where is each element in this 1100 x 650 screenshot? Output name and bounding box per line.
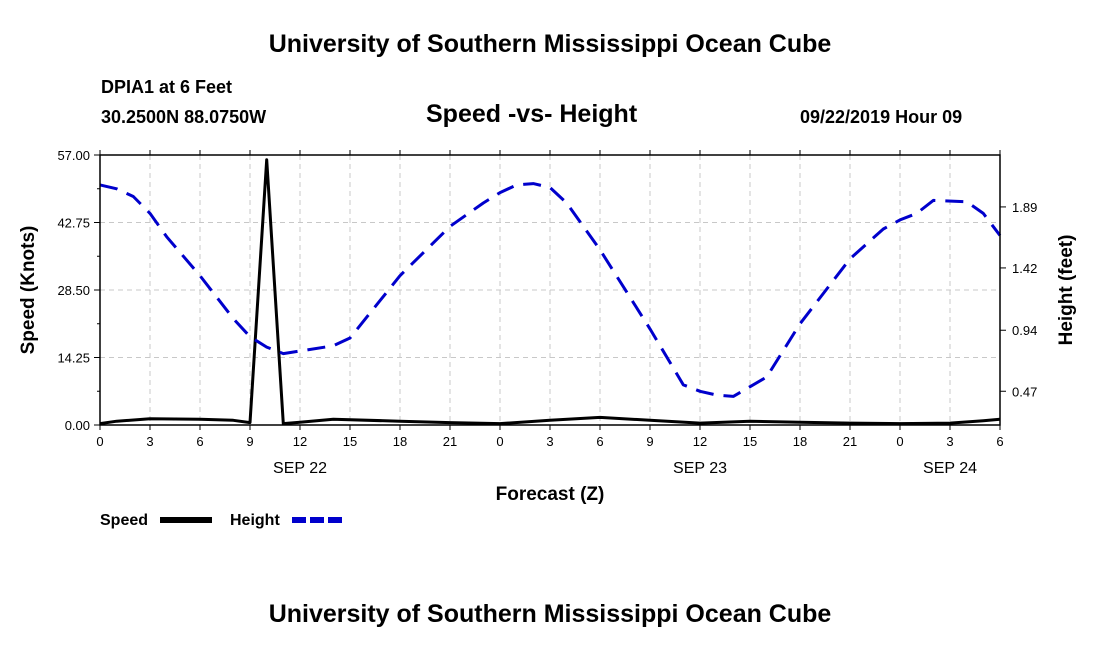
x-tick-label: 12 xyxy=(293,434,307,449)
y-left-tick-label: 42.75 xyxy=(57,216,90,231)
y-left-tick-label: 28.50 xyxy=(57,283,90,298)
y-right-tick-label: 1.42 xyxy=(1012,261,1037,276)
chart-grid xyxy=(100,155,1000,425)
series-line-height xyxy=(99,182,1002,398)
page-title: University of Southern Mississippi Ocean… xyxy=(268,30,832,58)
station-label: DPIA1 at 6 Feet xyxy=(101,77,233,97)
x-tick-label: 0 xyxy=(896,434,903,449)
y-left-tick-label: 14.25 xyxy=(57,351,90,366)
chart-axes: 0 3 6 9 12 15 18 21 0 3 6 9 12 15 18 21 0 3 6 SEP 22 SEP 23 S… xyxy=(57,148,1037,477)
coordinates-label: 30.2500N 88.0750W xyxy=(101,107,267,127)
x-date-label: SEP 22 xyxy=(273,460,327,477)
y-right-tick-label: 1.89 xyxy=(1012,200,1037,215)
x-tick-label: 0 xyxy=(96,434,103,449)
y-left-tick-label: 57.00 xyxy=(57,148,90,163)
x-tick-label: 6 xyxy=(196,434,203,449)
y-axis-right-label: Height (feet) xyxy=(1056,235,1077,346)
x-tick-label: 21 xyxy=(443,434,457,449)
footer-title: University of Southern Mississippi Ocean… xyxy=(268,600,832,628)
x-tick-label: 21 xyxy=(843,434,857,449)
y-axis-left-label: Speed (Knots) xyxy=(18,226,39,355)
x-date-label: SEP 23 xyxy=(673,460,727,477)
y-left-tick-label: 0.00 xyxy=(65,418,90,433)
x-tick-label: 3 xyxy=(546,434,553,449)
x-tick-label: 18 xyxy=(793,434,807,449)
y-right-tick-label: 0.47 xyxy=(1012,384,1037,399)
x-tick-label: 9 xyxy=(246,434,253,449)
x-tick-label: 6 xyxy=(596,434,603,449)
x-tick-label: 15 xyxy=(343,434,357,449)
legend-label-height: Height xyxy=(230,512,280,529)
x-tick-label: 12 xyxy=(693,434,707,449)
y-right-tick-label: 0.94 xyxy=(1012,323,1037,338)
x-tick-label: 9 xyxy=(646,434,653,449)
series-line-speed xyxy=(99,158,1001,426)
chart-title: Speed -vs- Height xyxy=(426,100,638,128)
x-tick-label: 3 xyxy=(146,434,153,449)
forecast-datetime: 09/22/2019 Hour 09 xyxy=(800,107,963,127)
legend-label-speed: Speed xyxy=(100,512,148,529)
x-axis-label: Forecast (Z) xyxy=(496,484,605,505)
x-tick-label: 15 xyxy=(743,434,757,449)
chart-series xyxy=(99,158,1002,426)
chart-legend: Speed Height xyxy=(100,512,342,529)
x-date-label: SEP 24 xyxy=(923,460,977,477)
x-tick-label: 3 xyxy=(946,434,953,449)
x-tick-label: 6 xyxy=(996,434,1003,449)
x-tick-label: 18 xyxy=(393,434,407,449)
x-tick-label: 0 xyxy=(496,434,503,449)
